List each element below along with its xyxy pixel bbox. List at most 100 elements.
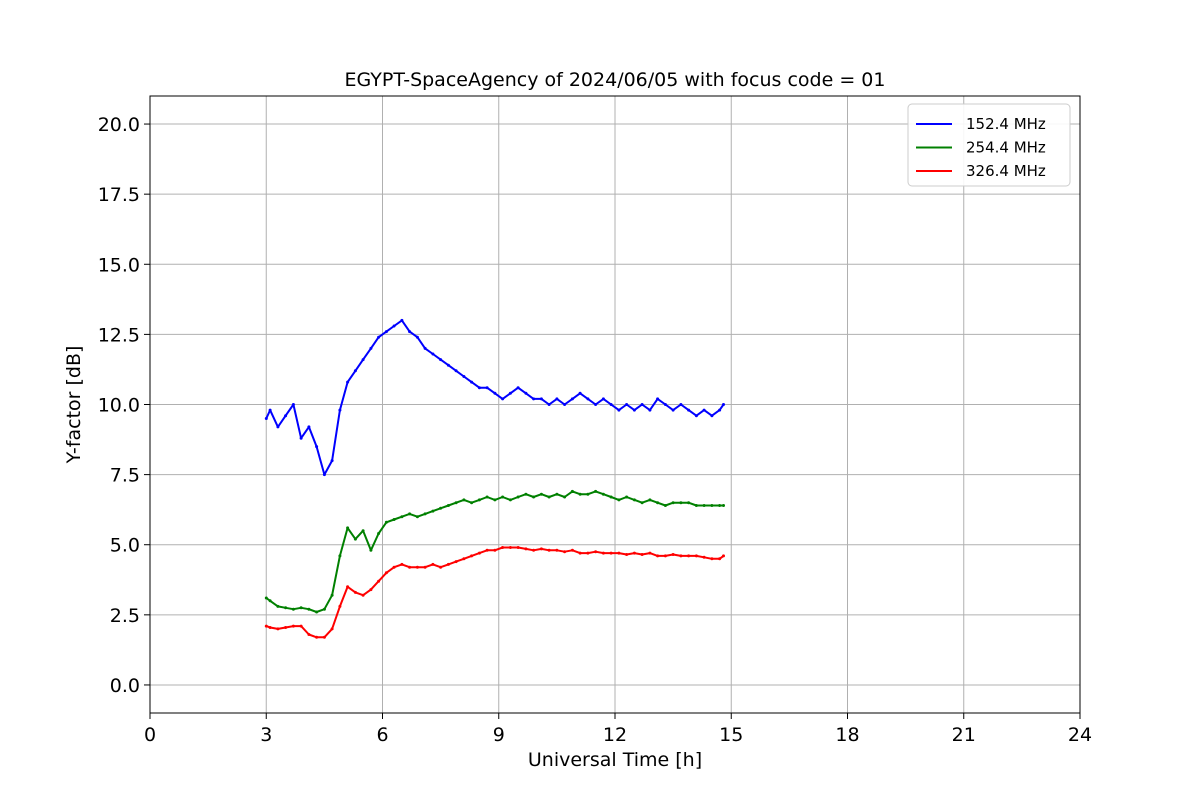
data-point bbox=[346, 380, 350, 384]
data-point bbox=[338, 604, 342, 608]
data-point bbox=[415, 565, 419, 569]
data-point bbox=[718, 408, 722, 412]
data-point bbox=[299, 436, 303, 440]
data-point bbox=[307, 633, 311, 636]
data-point bbox=[346, 585, 350, 589]
data-point bbox=[671, 553, 675, 556]
data-point bbox=[609, 551, 613, 555]
data-point bbox=[718, 504, 722, 507]
data-point bbox=[710, 557, 714, 561]
x-axis-ticks: 0 3 6 9 12 15 18 21 24 bbox=[144, 713, 1092, 746]
data-point bbox=[539, 492, 543, 496]
data-point bbox=[384, 520, 388, 524]
data-point bbox=[485, 495, 489, 499]
data-point bbox=[268, 626, 272, 629]
data-point bbox=[601, 492, 605, 496]
data-point bbox=[415, 335, 419, 339]
data-point bbox=[408, 330, 412, 334]
data-point bbox=[555, 548, 559, 552]
data-point bbox=[338, 554, 342, 558]
data-point bbox=[524, 391, 528, 395]
x-tick-label: 18 bbox=[835, 724, 859, 746]
data-point bbox=[718, 557, 722, 561]
data-point bbox=[400, 562, 404, 566]
data-point bbox=[722, 554, 725, 558]
data-point bbox=[516, 546, 520, 549]
data-point bbox=[446, 562, 450, 566]
y-tick-label: 7.5 bbox=[110, 465, 140, 487]
data-point bbox=[656, 554, 660, 558]
data-point bbox=[578, 391, 582, 395]
data-point bbox=[338, 408, 342, 412]
data-point bbox=[284, 606, 288, 610]
x-tick-label: 0 bbox=[144, 724, 156, 746]
x-tick-label: 6 bbox=[376, 724, 388, 746]
y-axis-ticks: 0.0 2.5 5.0 7.5 10.0 12.5 15.0 17.5 20.0 bbox=[98, 114, 150, 697]
data-point bbox=[446, 363, 450, 367]
data-point bbox=[617, 408, 621, 412]
data-point bbox=[648, 551, 652, 555]
data-point bbox=[493, 498, 497, 502]
data-point bbox=[431, 562, 435, 566]
data-point bbox=[322, 473, 326, 477]
data-point bbox=[632, 551, 636, 555]
data-point bbox=[570, 489, 574, 493]
data-point bbox=[454, 501, 458, 505]
data-point bbox=[462, 375, 466, 378]
data-point bbox=[315, 445, 319, 449]
data-point bbox=[617, 498, 621, 502]
data-point bbox=[423, 512, 427, 516]
data-point bbox=[663, 554, 667, 558]
data-point bbox=[594, 403, 598, 406]
data-point bbox=[477, 551, 481, 555]
data-point bbox=[578, 551, 582, 555]
legend-label: 254.4 MHz bbox=[966, 139, 1046, 157]
data-point bbox=[609, 495, 613, 499]
data-point bbox=[601, 551, 605, 555]
data-point bbox=[377, 335, 381, 339]
x-tick-label: 9 bbox=[493, 724, 505, 746]
data-point bbox=[547, 495, 551, 499]
x-tick-label: 12 bbox=[603, 724, 627, 746]
x-tick-label: 24 bbox=[1068, 724, 1092, 746]
data-point bbox=[307, 425, 311, 429]
data-point bbox=[625, 553, 629, 556]
data-point bbox=[594, 489, 598, 493]
data-point bbox=[656, 501, 660, 505]
y-tick-label: 10.0 bbox=[98, 395, 140, 417]
data-point bbox=[299, 606, 303, 610]
data-point bbox=[547, 403, 551, 406]
data-point bbox=[361, 593, 365, 597]
data-point bbox=[470, 554, 474, 558]
data-point bbox=[330, 593, 334, 597]
data-point bbox=[477, 498, 481, 502]
data-point bbox=[722, 504, 725, 507]
data-point bbox=[291, 607, 295, 611]
data-point bbox=[315, 635, 319, 639]
data-point bbox=[384, 571, 388, 575]
data-point bbox=[671, 501, 675, 505]
data-point bbox=[663, 403, 667, 406]
data-point bbox=[570, 397, 574, 401]
data-point bbox=[322, 635, 326, 639]
data-point bbox=[532, 548, 536, 552]
data-point bbox=[679, 501, 683, 505]
x-axis-label: Universal Time [h] bbox=[528, 749, 702, 771]
data-point bbox=[640, 501, 644, 505]
data-point bbox=[702, 504, 706, 507]
data-point bbox=[694, 504, 698, 507]
data-point bbox=[264, 624, 268, 628]
data-point bbox=[508, 391, 512, 395]
data-point bbox=[702, 555, 706, 559]
data-point bbox=[400, 515, 404, 519]
data-point bbox=[353, 590, 357, 594]
legend-label: 152.4 MHz bbox=[966, 115, 1046, 133]
data-point bbox=[264, 596, 268, 600]
data-point bbox=[501, 546, 505, 549]
x-tick-label: 3 bbox=[260, 724, 272, 746]
data-point bbox=[493, 548, 497, 552]
data-point bbox=[439, 358, 443, 362]
data-point bbox=[532, 495, 536, 499]
data-point bbox=[555, 397, 559, 401]
data-point bbox=[710, 504, 714, 507]
